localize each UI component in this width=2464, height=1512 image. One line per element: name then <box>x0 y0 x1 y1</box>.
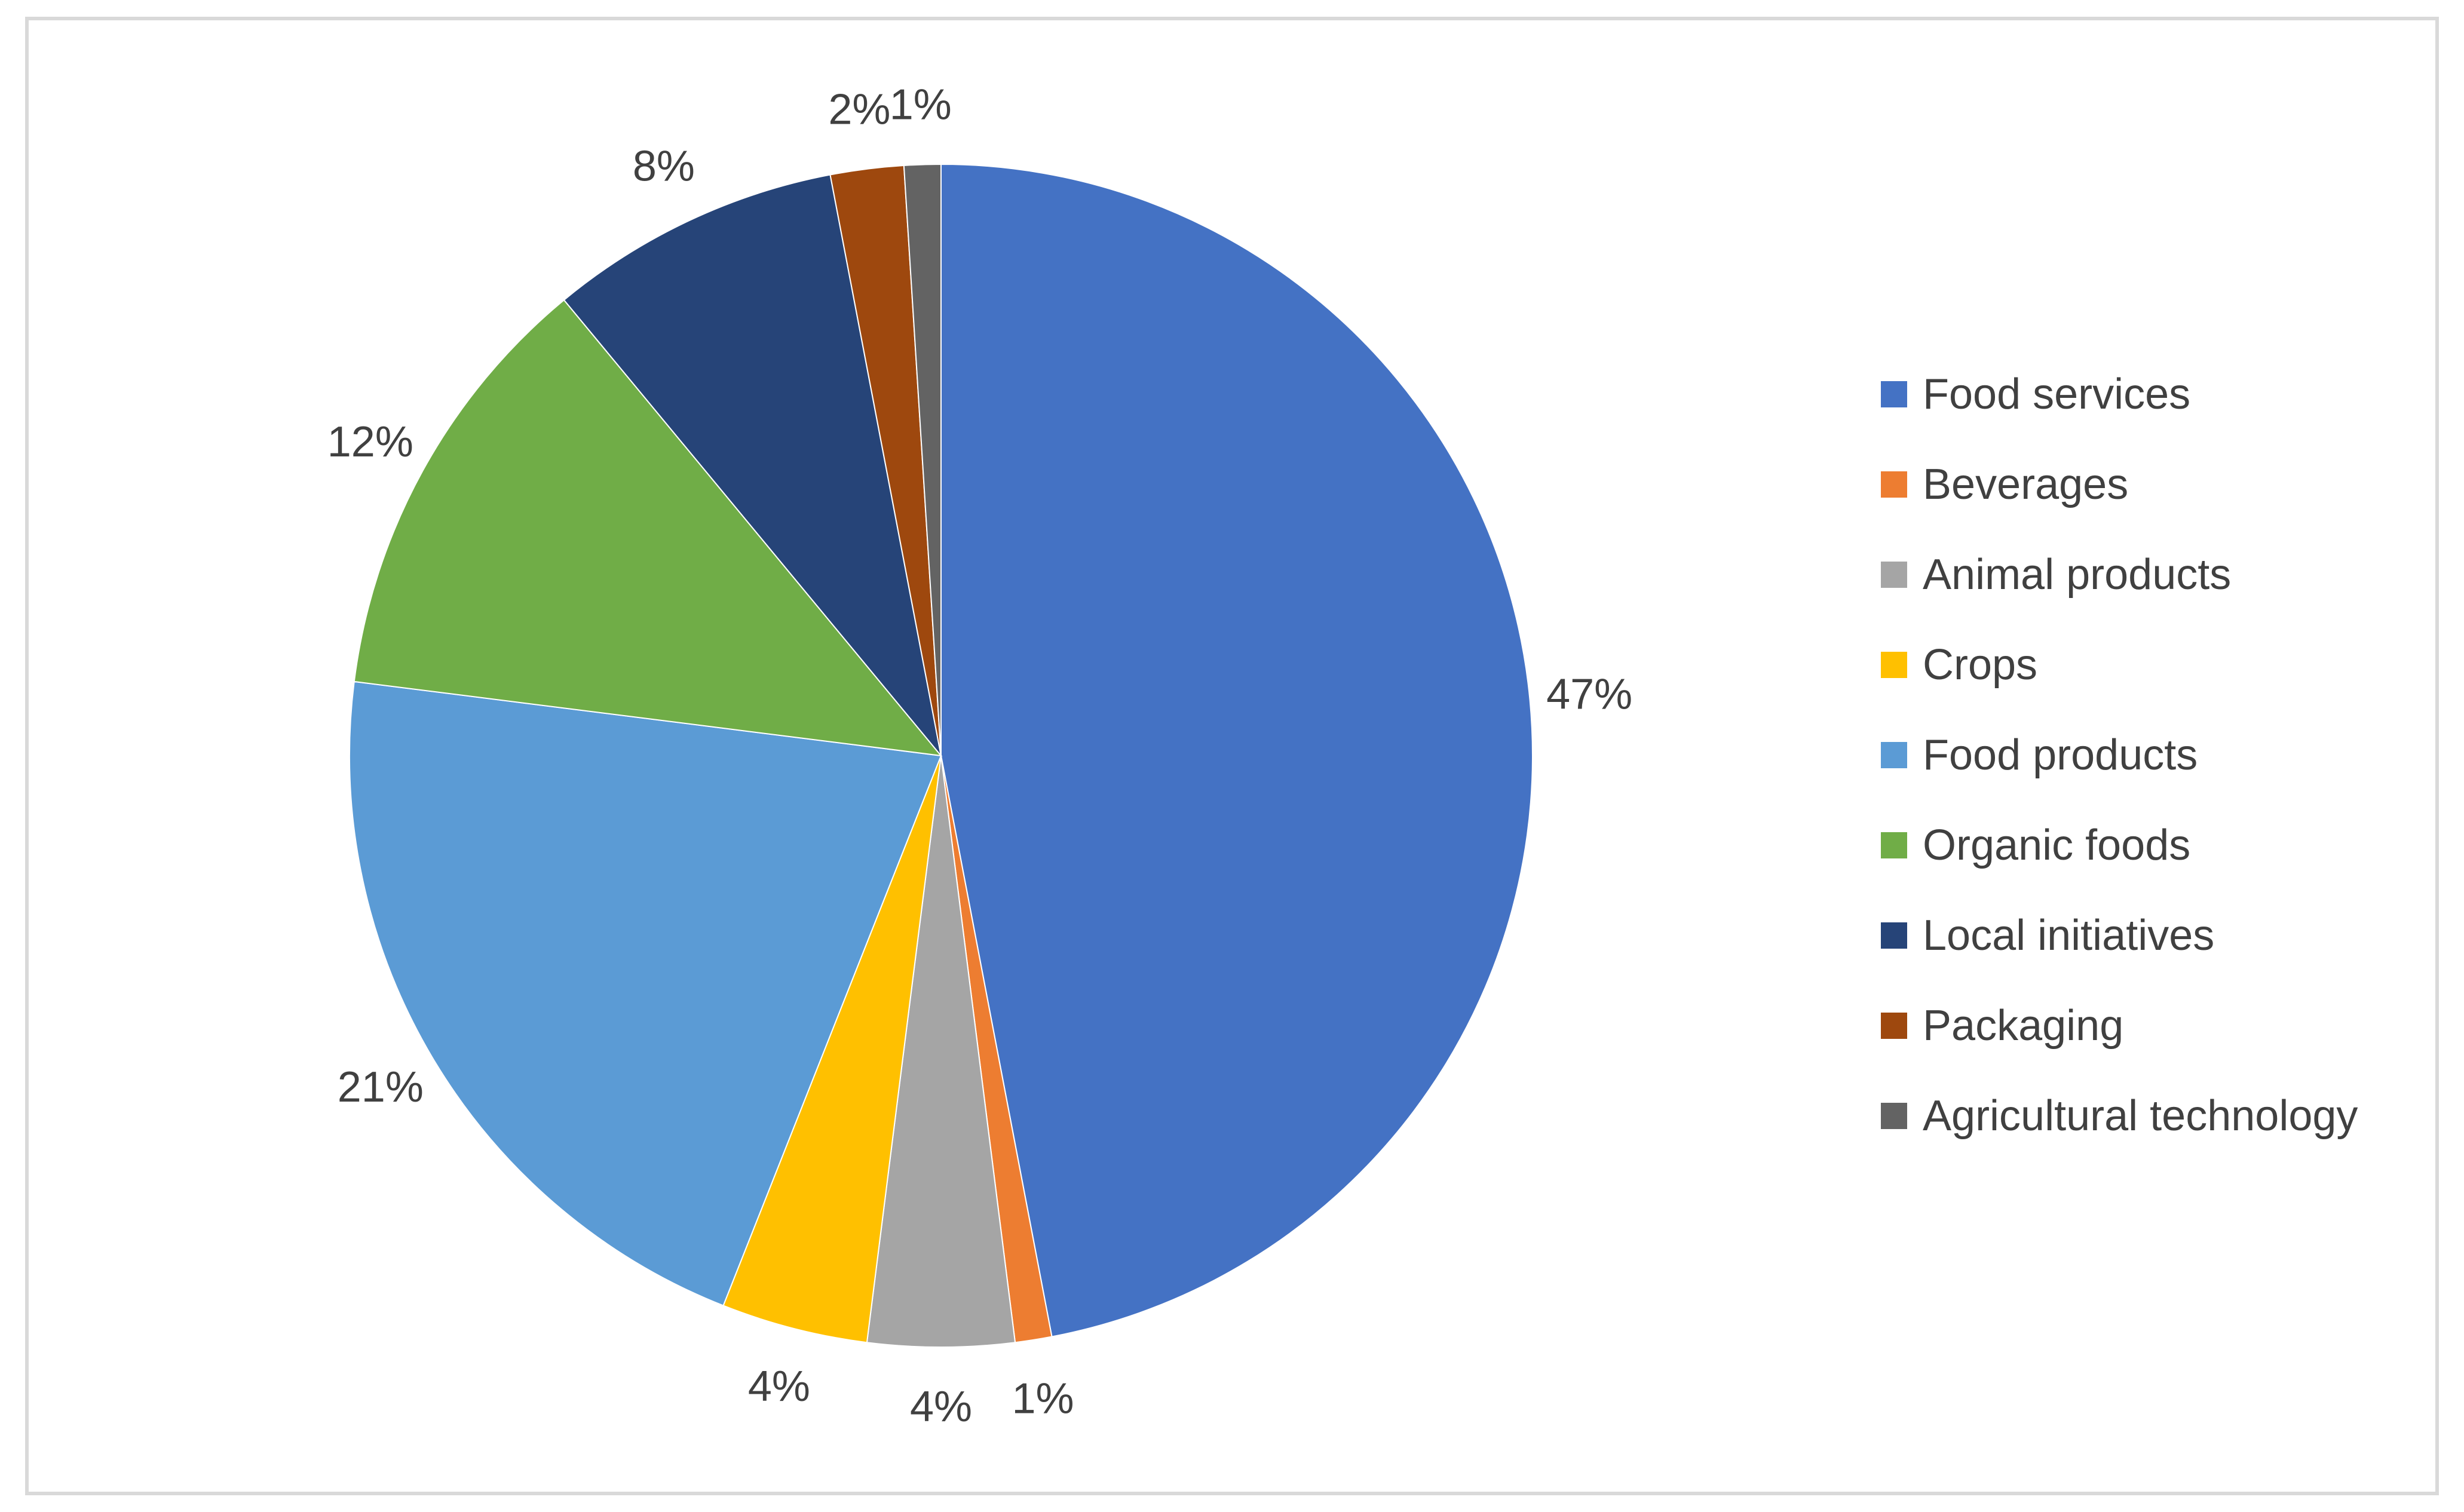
legend-item-crops: Crops <box>1881 641 2037 689</box>
legend-label-beverages: Beverages <box>1923 461 2128 508</box>
legend-swatch-local-initiatives <box>1881 922 1907 949</box>
pie-slice-crops <box>722 755 942 1344</box>
legend-label-packaging: Packaging <box>1923 1002 2123 1050</box>
data-labels: 47%1%4%4%21%12%8%2%1% <box>327 81 1632 1431</box>
legend-item-animal-products: Animal products <box>1881 551 2231 599</box>
legend-swatch-crops <box>1881 652 1907 678</box>
legend-label-animal-products: Animal products <box>1923 551 2231 599</box>
legend: Food services Beverages Animal products Cro… <box>1881 370 2358 1140</box>
pie-slice-local-initiatives <box>563 174 942 756</box>
pie-slice-food-services <box>940 163 1533 1338</box>
pie-slices <box>349 163 1533 1348</box>
legend-label-local-initiatives: Local initiatives <box>1923 912 2214 959</box>
legend-label-crops: Crops <box>1923 641 2037 689</box>
data-label-organic-foods: 12% <box>327 418 413 466</box>
data-label-beverages: 1% <box>1012 1375 1074 1423</box>
legend-swatch-packaging <box>1881 1013 1907 1039</box>
pie-slice-agricultural-technology <box>903 163 942 756</box>
legend-swatch-organic-foods <box>1881 832 1907 858</box>
legend-swatch-agricultural-technology <box>1881 1103 1907 1129</box>
legend-swatch-beverages <box>1881 471 1907 498</box>
legend-swatch-food-services <box>1881 381 1907 407</box>
data-label-crops: 4% <box>748 1363 810 1410</box>
legend-item-packaging: Packaging <box>1881 1002 2123 1050</box>
data-label-food-services: 47% <box>1546 670 1632 718</box>
pie-slice-food-products <box>349 680 942 1306</box>
legend-item-food-products: Food products <box>1881 731 2198 779</box>
legend-label-agricultural-technology: Agricultural technology <box>1923 1092 2358 1140</box>
legend-swatch-animal-products <box>1881 562 1907 588</box>
pie-slice-organic-foods <box>353 299 943 757</box>
legend-item-organic-foods: Organic foods <box>1881 821 2190 869</box>
pie-slice-animal-products <box>866 755 1016 1348</box>
legend-label-food-services: Food services <box>1923 370 2190 418</box>
legend-item-local-initiatives: Local initiatives <box>1881 912 2214 959</box>
data-label-food-products: 21% <box>338 1063 424 1111</box>
legend-label-food-products: Food products <box>1923 731 2198 779</box>
data-label-animal-products: 4% <box>910 1383 972 1431</box>
legend-label-organic-foods: Organic foods <box>1923 821 2190 869</box>
legend-item-agricultural-technology: Agricultural technology <box>1881 1092 2358 1140</box>
data-label-packaging: 2% <box>828 86 890 134</box>
data-label-local-initiatives: 8% <box>633 143 695 191</box>
data-label-agricultural-technology: 1% <box>890 81 952 129</box>
legend-item-beverages: Beverages <box>1881 461 2128 508</box>
legend-swatch-food-products <box>1881 742 1907 768</box>
legend-item-food-services: Food services <box>1881 370 2190 418</box>
